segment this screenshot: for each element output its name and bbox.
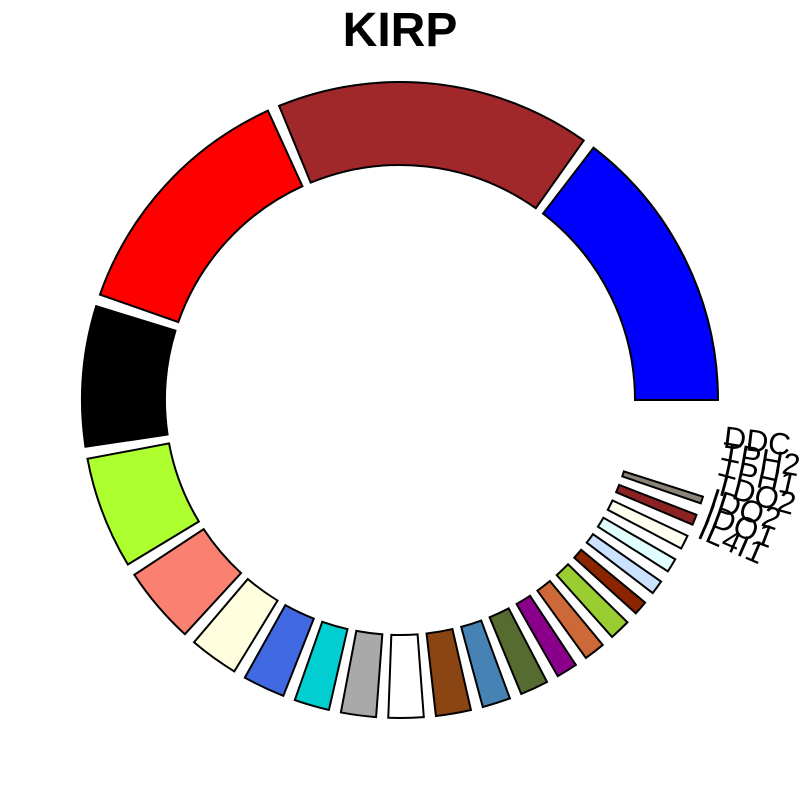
donut-slice-20 (596, 516, 677, 573)
donut-slice-5 (86, 442, 201, 566)
donut-slice-9 (293, 620, 349, 712)
segment-label-ddc: DDC (722, 420, 793, 463)
donut-slice-14 (488, 607, 549, 696)
donut-slice-16 (536, 579, 605, 660)
donut-slice-8 (243, 603, 316, 698)
donut-slice-1 (541, 146, 720, 401)
donut-slice-10 (339, 629, 384, 719)
donut-slice-7 (192, 577, 279, 673)
donut-slice-22 (614, 483, 698, 527)
donut-slice-19 (585, 532, 663, 595)
donut-slice-17 (555, 562, 629, 639)
donut-slice-23 (620, 470, 705, 505)
donut-slice-18 (572, 548, 647, 615)
donut-slice-11 (387, 633, 425, 719)
donut-slice-3 (98, 109, 304, 324)
donut-slice-21 (606, 499, 689, 550)
chart-title: KIRP (343, 4, 458, 57)
donut-slice-13 (459, 619, 512, 709)
donut-segments (81, 81, 720, 719)
donut-slice-15 (515, 594, 578, 678)
donut-slice-2 (277, 81, 586, 210)
donut-slice-6 (132, 527, 243, 636)
donut-slice-4 (81, 304, 177, 448)
donut-slice-12 (425, 627, 473, 718)
